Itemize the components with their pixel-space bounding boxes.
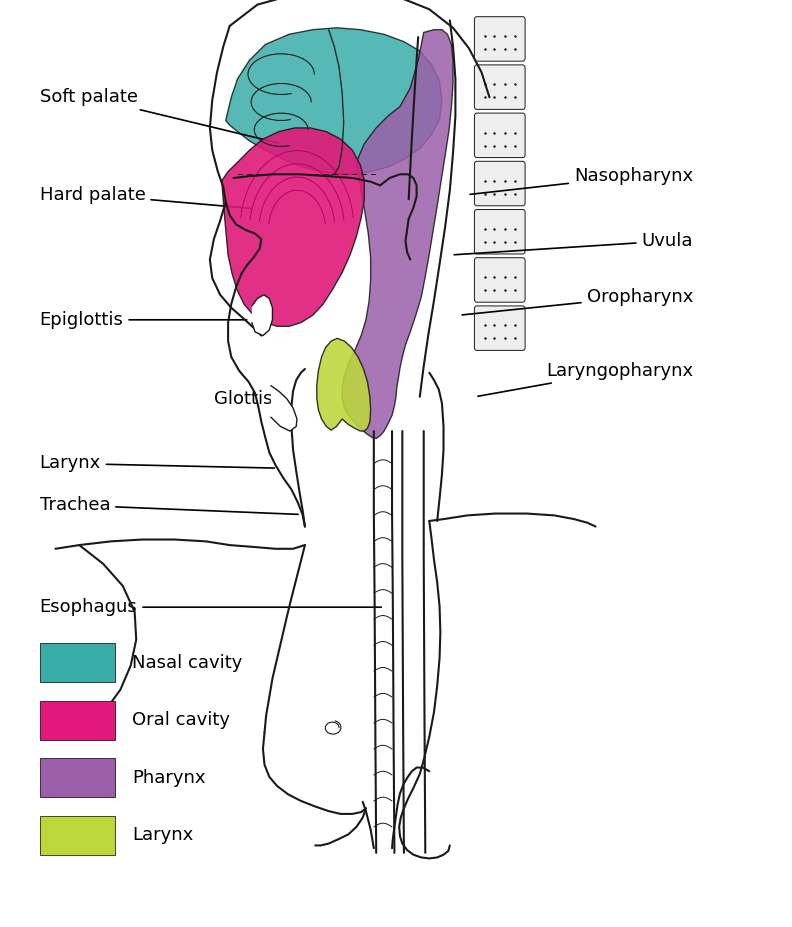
Text: Nasopharynx: Nasopharynx xyxy=(470,167,693,195)
Text: Larynx: Larynx xyxy=(132,826,193,844)
Text: Soft palate: Soft palate xyxy=(40,88,279,143)
Text: Laryngopharynx: Laryngopharynx xyxy=(478,362,693,396)
FancyBboxPatch shape xyxy=(474,210,525,254)
Text: Esophagus: Esophagus xyxy=(40,598,381,616)
Text: Epiglottis: Epiglottis xyxy=(40,311,246,329)
Text: Oropharynx: Oropharynx xyxy=(462,287,693,315)
Bar xyxy=(40,758,115,797)
FancyBboxPatch shape xyxy=(474,258,525,302)
Text: Hard palate: Hard palate xyxy=(40,185,251,209)
Text: Pharynx: Pharynx xyxy=(132,768,206,787)
Text: Glottis: Glottis xyxy=(214,389,287,408)
Text: Larynx: Larynx xyxy=(40,454,274,473)
Bar xyxy=(40,701,115,740)
Text: Oral cavity: Oral cavity xyxy=(132,711,230,730)
Polygon shape xyxy=(317,338,371,431)
Polygon shape xyxy=(252,295,272,336)
FancyBboxPatch shape xyxy=(474,113,525,158)
Bar xyxy=(40,816,115,855)
FancyBboxPatch shape xyxy=(474,17,525,61)
FancyBboxPatch shape xyxy=(474,161,525,206)
Text: Trachea: Trachea xyxy=(40,496,298,514)
Polygon shape xyxy=(226,28,442,174)
Bar xyxy=(40,643,115,682)
Text: Nasal cavity: Nasal cavity xyxy=(132,654,242,672)
FancyBboxPatch shape xyxy=(474,65,525,109)
Polygon shape xyxy=(342,30,453,438)
Polygon shape xyxy=(222,128,364,326)
Text: Uvula: Uvula xyxy=(455,232,693,255)
FancyBboxPatch shape xyxy=(474,306,525,350)
Polygon shape xyxy=(271,386,297,431)
